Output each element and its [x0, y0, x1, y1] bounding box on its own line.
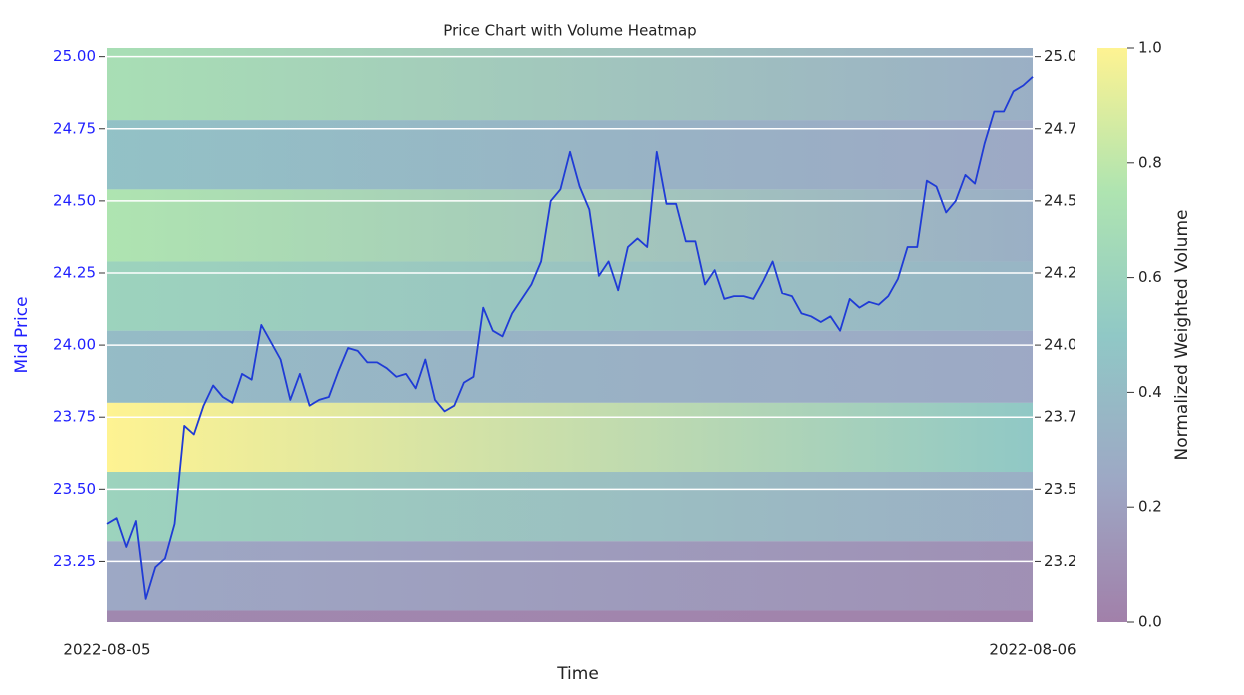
y2-tick-label: 23.25	[1044, 552, 1087, 570]
colorbar-tick-label: 1.0	[1138, 39, 1162, 57]
y2-tick-label: 24.25	[1044, 263, 1087, 281]
colorbar-tick-label: 0.6	[1138, 268, 1162, 286]
heatmap-cell	[107, 330, 1033, 403]
y-tick-label: 24.75	[53, 119, 96, 137]
x-tick-label: 2022-08-06	[989, 641, 1076, 659]
heatmap-cell	[107, 472, 1033, 542]
y-tick-label: 25.00	[53, 47, 96, 65]
heatmap-cell	[107, 402, 1033, 473]
y-tick-label: 24.25	[53, 263, 96, 281]
y2-tick-label: 25.00	[1044, 47, 1087, 65]
y2-axis: 23.25 23.50 23.75 24.00 24.25 24.50 24.75 25.00	[1035, 47, 1087, 570]
heatmap-cell	[107, 261, 1033, 331]
colorbar-tick-label: 0.2	[1138, 498, 1162, 516]
y2-tick-label: 23.75	[1044, 408, 1087, 426]
colorbar-tick-label: 0.8	[1138, 153, 1162, 171]
y2-tick-label: 24.00	[1044, 336, 1087, 354]
x-tick-label: 2022-08-05	[63, 641, 150, 659]
heatmap-cell	[107, 541, 1033, 611]
y-tick-label: 23.25	[53, 552, 96, 570]
y-tick-label: 24.00	[53, 336, 96, 354]
colorbar	[1097, 48, 1127, 622]
colorbar-tick-label: 0.0	[1138, 613, 1162, 631]
x-axis-label: Time	[556, 664, 599, 684]
y-tick-label: 23.75	[53, 408, 96, 426]
y-tick-label: 24.50	[53, 191, 96, 209]
heatmap-cell	[107, 48, 1033, 121]
y2-tick-label: 23.50	[1044, 480, 1087, 498]
heatmap-cell	[107, 610, 1033, 622]
y2-tick-label: 24.75	[1044, 119, 1087, 137]
price-line	[106, 76, 1034, 600]
colorbar-tick-label: 0.4	[1138, 383, 1162, 401]
colorbar-label: Normalized Weighted Volume	[1172, 210, 1192, 461]
y-tick-label: 23.50	[53, 480, 96, 498]
y2-tick-label: 24.50	[1044, 191, 1087, 209]
y-axis-label: Mid Price	[12, 296, 32, 373]
chart-title: Price Chart with Volume Heatmap	[443, 22, 696, 40]
